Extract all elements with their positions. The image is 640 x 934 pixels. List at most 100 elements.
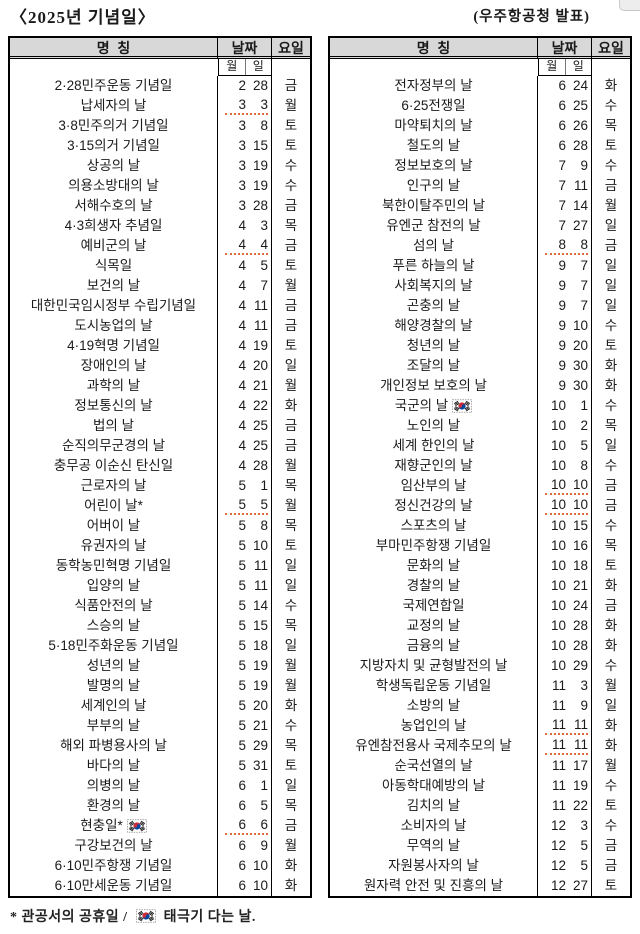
table-row: 부부의 날 5 21 수	[10, 716, 310, 736]
day-date-cell: 12 3	[538, 816, 592, 836]
date-month: 5	[238, 698, 246, 713]
date-month: 7	[558, 218, 566, 233]
day-name: 근로자의 날	[80, 478, 147, 493]
day-name-cell: 재향군인의 날	[330, 456, 538, 476]
day-weekday: 금	[284, 198, 298, 213]
day-weekday: 수	[284, 718, 298, 733]
table-row: 개인정보 보호의 날 9 30 화	[330, 376, 630, 396]
day-date-cell: 2 28	[218, 76, 272, 96]
day-date-cell: 5 18	[218, 636, 272, 656]
day-name-cell: 부마민주항쟁 기념일	[330, 536, 538, 556]
day-weekday: 금	[604, 178, 618, 193]
column-header-date: 날짜	[538, 38, 592, 58]
day-weekday: 화	[604, 378, 618, 393]
table-row: 정보통신의 날 4 22 화	[10, 396, 310, 416]
day-weekday: 목	[284, 518, 298, 533]
day-name: 정보통신의 날	[74, 398, 153, 413]
day-date-cell: 10 2	[538, 416, 592, 436]
day-name: 해외 파병용사의 날	[60, 738, 167, 753]
day-name: 3·15의거 기념일	[67, 138, 160, 153]
day-date-cell: 5 20	[218, 696, 272, 716]
day-name-cell: 바다의 날	[10, 756, 218, 776]
day-name-cell: 지방자치 및 균형발전의 날	[330, 656, 538, 676]
day-date-cell: 7 27	[538, 216, 592, 236]
date-day: 28	[252, 458, 268, 473]
day-date-cell: 4 28	[218, 456, 272, 476]
date-month: 5	[238, 638, 246, 653]
day-date-cell: 12 27	[538, 876, 592, 896]
left-table-subheader: 월 일	[10, 59, 310, 76]
day-date-cell: 11 11	[538, 736, 592, 756]
day-name-cell: 의용소방대의 날	[10, 176, 218, 196]
day-name: 보건의 날	[86, 278, 141, 293]
taegeukgi-icon	[135, 909, 156, 923]
day-name: 자원봉사자의 날	[388, 858, 479, 873]
table-row: 청년의 날 9 20 토	[330, 336, 630, 356]
day-date-cell: 10 16	[538, 536, 592, 556]
date-day: 5	[260, 497, 268, 512]
day-name: 유엔참전용사 국제추모의 날	[355, 738, 512, 753]
table-row: 발명의 날 5 19 월	[10, 676, 310, 696]
date-month: 10	[550, 638, 566, 653]
table-row: 대한민국임시정부 수립기념일 4 11 금	[10, 296, 310, 316]
day-name: 부부의 날	[86, 718, 141, 733]
date-month: 12	[550, 818, 566, 833]
day-name: 국제연합일	[402, 598, 465, 613]
day-weekday: 토	[604, 558, 618, 573]
date-month: 10	[550, 658, 566, 673]
day-name: 재향군인의 날	[394, 458, 473, 473]
day-weekday: 화	[604, 578, 618, 593]
day-name-cell: 과학의 날	[10, 376, 218, 396]
date-day: 27	[572, 218, 588, 233]
date-day: 5	[260, 258, 268, 273]
table-row: 부마민주항쟁 기념일 10 16 목	[330, 536, 630, 556]
table-row: 과학의 날 4 21 월	[10, 376, 310, 396]
day-name: 4·19혁명 기념일	[67, 338, 160, 353]
day-name-cell: 식목일	[10, 256, 218, 276]
day-name: 경찰의 날	[406, 578, 461, 593]
day-weekday: 화	[284, 878, 298, 893]
day-date-cell: 6 10	[218, 876, 272, 896]
day-date-cell: 6 28	[538, 136, 592, 156]
date-day: 20	[252, 698, 268, 713]
day-name-cell: 정보보호의 날	[330, 156, 538, 176]
day-weekday: 월	[604, 198, 618, 213]
day-name: 임산부의 날	[400, 478, 467, 493]
day-date-cell: 9 30	[538, 356, 592, 376]
day-name-cell: 6·25전쟁일	[330, 96, 538, 116]
day-weekday: 목	[284, 618, 298, 633]
day-weekday: 금	[604, 238, 618, 253]
subheader-month-day: 월 일	[218, 59, 272, 76]
day-name-cell: 3·15의거 기념일	[10, 136, 218, 156]
date-day: 7	[580, 258, 588, 273]
day-name-cell: 북한이탈주민의 날	[330, 196, 538, 216]
table-row: 스포츠의 날 10 15 수	[330, 516, 630, 536]
day-weekday: 화	[604, 358, 618, 373]
date-month: 6	[238, 838, 246, 853]
table-row: 교정의 날 10 28 화	[330, 616, 630, 636]
table-row: 서해수호의 날 3 28 금	[10, 196, 310, 216]
day-date-cell: 10 8	[538, 456, 592, 476]
day-name: 김치의 날	[406, 798, 461, 813]
day-name-cell: 정보통신의 날	[10, 396, 218, 416]
date-day: 9	[580, 698, 588, 713]
table-row: 국군의 날	[330, 396, 630, 416]
date-day: 10	[252, 878, 268, 893]
table-row: 경찰의 날 10 21 화	[330, 576, 630, 596]
day-name-cell: 성년의 날	[10, 656, 218, 676]
day-weekday: 금	[284, 438, 298, 453]
date-day: 2	[580, 418, 588, 433]
table-row: 도시농업의 날 4 11 금	[10, 316, 310, 336]
day-name-cell: 어버이 날	[10, 516, 218, 536]
date-month: 4	[238, 438, 246, 453]
day-name-cell: 4·3희생자 추념일	[10, 216, 218, 236]
day-name: 충무공 이순신 탄신일	[53, 458, 174, 473]
day-name: 정신건강의 날	[394, 498, 473, 513]
